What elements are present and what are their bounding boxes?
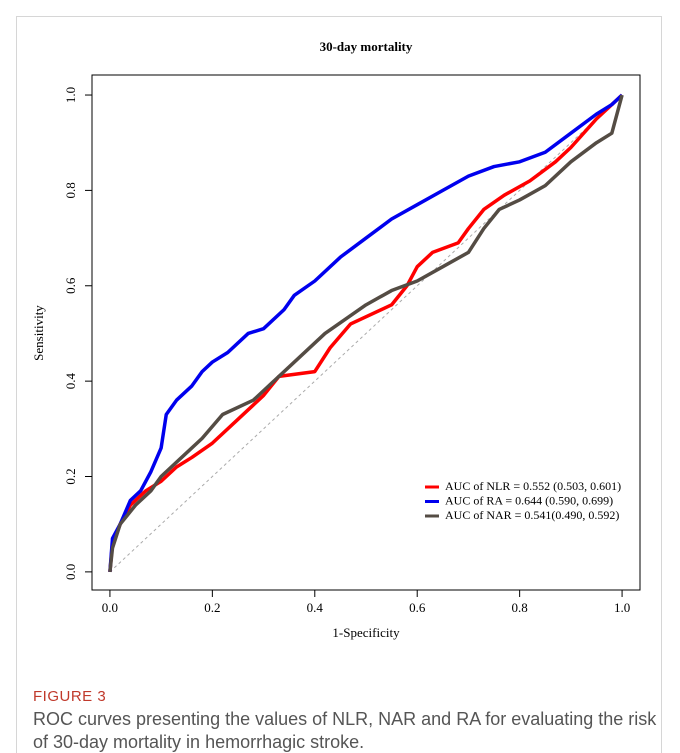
- y-axis-label: Sensitivity: [31, 305, 46, 361]
- chart: 30-day mortality 1-Specificity Sensitivi…: [31, 39, 641, 640]
- roc-curve: [108, 93, 624, 573]
- x-tick-label: 0.6: [409, 600, 426, 615]
- legend-label: AUC of NAR = 0.541(0.490, 0.592): [445, 508, 619, 522]
- legend-label: AUC of NLR = 0.552 (0.503, 0.601): [445, 479, 621, 493]
- legend-label: AUC of RA = 0.644 (0.590, 0.699): [445, 493, 613, 507]
- y-tick-label: 0.6: [63, 277, 78, 294]
- x-tick-label: 0.0: [102, 600, 118, 615]
- y-tick-label: 0.2: [63, 468, 78, 484]
- x-tick-label: 0.2: [204, 600, 220, 615]
- x-tick-label: 1.0: [614, 600, 630, 615]
- y-tick-label: 1.0: [63, 87, 78, 103]
- figure-card: [16, 16, 662, 753]
- chart-title: 30-day mortality: [320, 39, 413, 54]
- y-tick-label: 0.8: [63, 182, 78, 198]
- y-tick-label: 0.4: [63, 373, 78, 390]
- figure-label: FIGURE 3: [33, 688, 107, 705]
- roc-curve: [108, 94, 624, 573]
- y-tick-label: 0.0: [63, 564, 78, 580]
- figure-caption: ROC curves presenting the values of NLR,…: [33, 709, 657, 752]
- plot-frame: [91, 74, 641, 591]
- x-tick-label: 0.4: [307, 600, 324, 615]
- x-axis-label: 1-Specificity: [332, 625, 400, 640]
- x-tick-label: 0.8: [512, 600, 528, 615]
